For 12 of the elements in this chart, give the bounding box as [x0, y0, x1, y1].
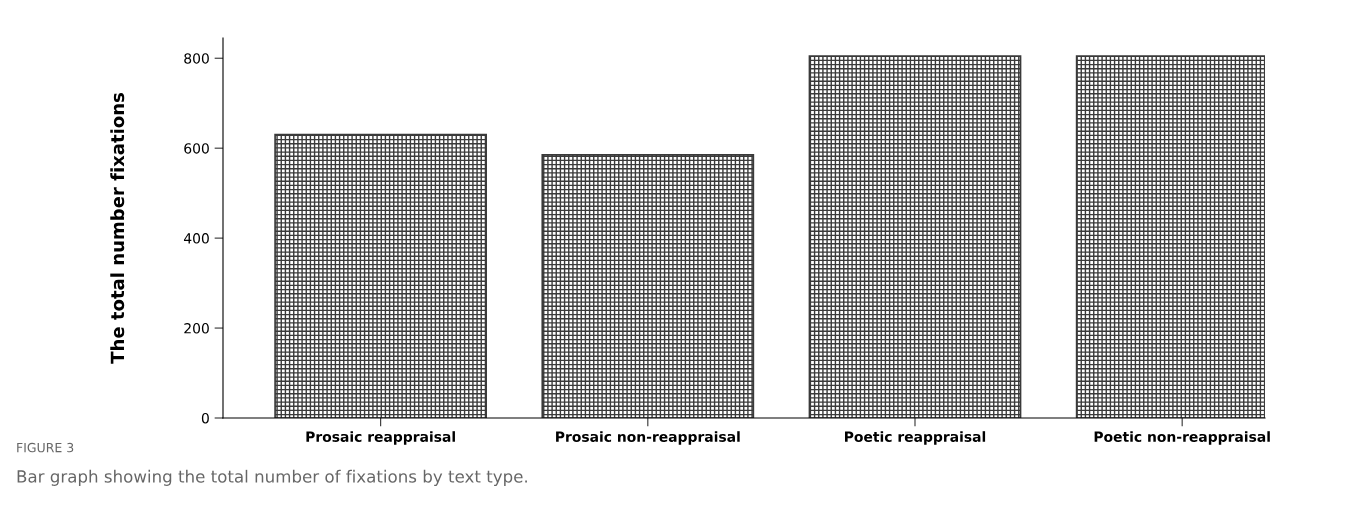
y-tick-label: 400 — [183, 233, 209, 244]
caption: FIGURE 3 — [17, 442, 74, 453]
y-tick-label: 200 — [184, 323, 209, 334]
x-tick-label: Poetic reappraisal — [845, 431, 986, 445]
text: Bar graph showing the total number of fixations by text type. — [17, 469, 527, 486]
y-axis-title: The total number fixations — [110, 93, 125, 364]
x-tick-label: Poetic non-reappraisal — [1094, 431, 1270, 445]
y-tick-label: 600 — [184, 143, 209, 154]
x-tick-label: Prosaic non-reappraisal — [556, 431, 740, 445]
x-tick-label: Prosaic reappraisal — [306, 431, 455, 445]
y-tick-label: 800 — [184, 53, 209, 64]
y-tick-label: 0 — [201, 412, 209, 424]
